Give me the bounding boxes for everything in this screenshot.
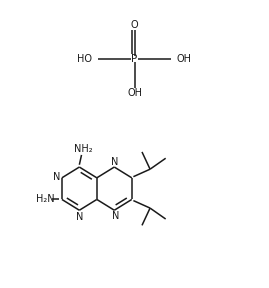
Text: P: P — [131, 54, 138, 64]
Text: N: N — [76, 212, 83, 221]
Text: OH: OH — [127, 88, 142, 98]
Text: N: N — [112, 211, 119, 221]
Text: H₂N: H₂N — [36, 194, 54, 204]
Text: N: N — [53, 172, 60, 182]
Text: NH₂: NH₂ — [73, 144, 92, 154]
Text: N: N — [111, 157, 119, 167]
Text: HO: HO — [77, 54, 92, 64]
Text: O: O — [131, 20, 138, 30]
Text: OH: OH — [177, 54, 192, 64]
